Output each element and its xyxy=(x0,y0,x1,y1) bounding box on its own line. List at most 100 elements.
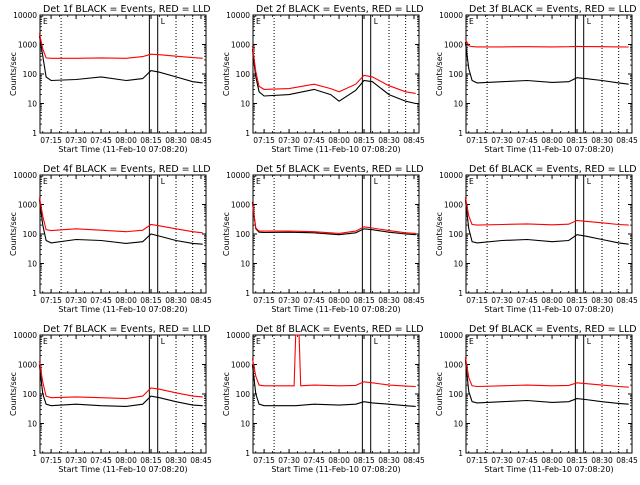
y-axis-label: Counts/sec xyxy=(222,372,231,416)
y-tick-label: 1 xyxy=(458,129,463,138)
x-tick-label: 07:30 xyxy=(491,456,513,465)
x-tick-label: 08:15 xyxy=(140,296,162,305)
x-tick-label: 07:45 xyxy=(90,296,112,305)
lld-series-line xyxy=(38,33,203,59)
x-tick-label: 07:15 xyxy=(253,296,275,305)
start-marker-label: E xyxy=(43,17,48,26)
events-series-line xyxy=(464,199,629,245)
y-tick-label: 10000 xyxy=(439,11,463,20)
panel-title: Det 7f BLACK = Events, RED = LLD xyxy=(43,324,211,335)
x-tick-label: 08:00 xyxy=(115,296,137,305)
y-tick-label: 100 xyxy=(449,70,464,79)
y-tick-label: 10 xyxy=(240,260,250,269)
end-marker-label: L xyxy=(587,17,592,26)
lld-series-line xyxy=(251,45,416,94)
panel-title: Det 5f BLACK = Events, RED = LLD xyxy=(256,164,424,175)
x-tick-label: 07:15 xyxy=(253,136,275,145)
x-tick-label: 07:15 xyxy=(40,136,62,145)
x-tick-label: 07:45 xyxy=(516,296,538,305)
y-tick-label: 10 xyxy=(240,420,250,429)
x-tick-label: 08:15 xyxy=(566,136,588,145)
detector-panel: Det 9f BLACK = Events, RED = LLD 1 10 100 10… xyxy=(435,324,638,474)
detector-panel: Det 3f BLACK = Events, RED = LLD 1 10 100 10… xyxy=(435,4,638,154)
x-tick-label: 07:30 xyxy=(65,296,87,305)
start-marker-label: E xyxy=(469,337,474,346)
plot-frame xyxy=(252,14,420,134)
y-axis-label: Counts/sec xyxy=(222,52,231,96)
y-tick-label: 10000 xyxy=(226,11,250,20)
x-tick-label: 07:15 xyxy=(466,296,488,305)
y-tick-label: 10000 xyxy=(439,331,463,340)
y-axis-label: Counts/sec xyxy=(9,372,18,416)
x-tick-label: 08:30 xyxy=(165,456,187,465)
start-marker-label: E xyxy=(43,177,48,186)
plot-frame xyxy=(39,174,207,294)
events-series-line xyxy=(251,202,416,236)
x-tick-label: 08:45 xyxy=(190,296,212,305)
y-tick-label: 1000 xyxy=(444,361,463,370)
events-series-line xyxy=(251,49,416,105)
plot-frame xyxy=(465,174,633,294)
y-tick-label: 100 xyxy=(23,230,38,239)
x-tick-label: 08:45 xyxy=(403,136,425,145)
x-tick-label: 08:15 xyxy=(353,456,375,465)
plot-frame xyxy=(465,14,633,134)
y-tick-label: 1 xyxy=(245,289,250,298)
x-tick-label: 08:00 xyxy=(541,136,563,145)
x-tick-label: 08:00 xyxy=(115,136,137,145)
lld-series-line xyxy=(251,334,416,388)
y-axis-label: Counts/sec xyxy=(435,372,444,416)
x-tick-label: 07:15 xyxy=(253,456,275,465)
start-marker-label: E xyxy=(469,17,474,26)
x-tick-label: 07:30 xyxy=(491,296,513,305)
x-tick-label: 08:30 xyxy=(591,136,613,145)
x-tick-label: 08:30 xyxy=(591,296,613,305)
y-tick-label: 1 xyxy=(458,289,463,298)
x-axis-label: Start Time (11-Feb-10 07:08:20) xyxy=(58,145,187,154)
events-series-line xyxy=(464,42,629,85)
start-marker-label: E xyxy=(469,177,474,186)
x-axis-label: Start Time (11-Feb-10 07:08:20) xyxy=(271,145,400,154)
y-tick-label: 1 xyxy=(32,129,37,138)
y-tick-label: 1000 xyxy=(18,201,37,210)
y-tick-label: 1000 xyxy=(231,201,250,210)
y-axis-label: Counts/sec xyxy=(435,212,444,256)
x-axis-label: Start Time (11-Feb-10 07:08:20) xyxy=(271,305,400,314)
x-tick-label: 07:45 xyxy=(303,296,325,305)
y-tick-label: 10 xyxy=(240,100,250,109)
start-marker-label: E xyxy=(256,337,261,346)
x-axis-label: Start Time (11-Feb-10 07:08:20) xyxy=(58,465,187,474)
x-tick-label: 07:30 xyxy=(491,136,513,145)
events-series-line xyxy=(464,359,629,405)
x-tick-label: 07:30 xyxy=(278,296,300,305)
end-marker-label: L xyxy=(374,337,379,346)
y-tick-label: 10 xyxy=(453,260,463,269)
lld-series-line xyxy=(464,356,629,388)
panel-title: Det 8f BLACK = Events, RED = LLD xyxy=(256,324,424,335)
events-series-line xyxy=(38,35,203,84)
x-axis-label: Start Time (11-Feb-10 07:08:20) xyxy=(271,465,400,474)
start-marker-label: E xyxy=(256,177,261,186)
lld-series-line xyxy=(38,196,203,234)
y-tick-label: 10000 xyxy=(226,171,250,180)
end-marker-label: L xyxy=(161,337,166,346)
x-tick-label: 08:00 xyxy=(541,296,563,305)
x-tick-label: 08:00 xyxy=(328,296,350,305)
panel-title: Det 9f BLACK = Events, RED = LLD xyxy=(469,324,637,335)
detector-panel: Det 6f BLACK = Events, RED = LLD 1 10 100 10… xyxy=(435,164,638,314)
end-marker-label: L xyxy=(161,17,166,26)
x-tick-label: 07:15 xyxy=(466,456,488,465)
panel-title: Det 1f BLACK = Events, RED = LLD xyxy=(43,4,211,15)
x-tick-label: 07:45 xyxy=(516,136,538,145)
y-tick-label: 10000 xyxy=(13,331,37,340)
x-tick-label: 07:45 xyxy=(303,456,325,465)
y-tick-label: 1000 xyxy=(18,361,37,370)
x-tick-label: 08:00 xyxy=(541,456,563,465)
y-tick-label: 10 xyxy=(453,420,463,429)
y-axis-label: Counts/sec xyxy=(222,212,231,256)
end-marker-label: L xyxy=(587,177,592,186)
y-tick-label: 1 xyxy=(32,289,37,298)
y-tick-label: 10 xyxy=(27,100,37,109)
